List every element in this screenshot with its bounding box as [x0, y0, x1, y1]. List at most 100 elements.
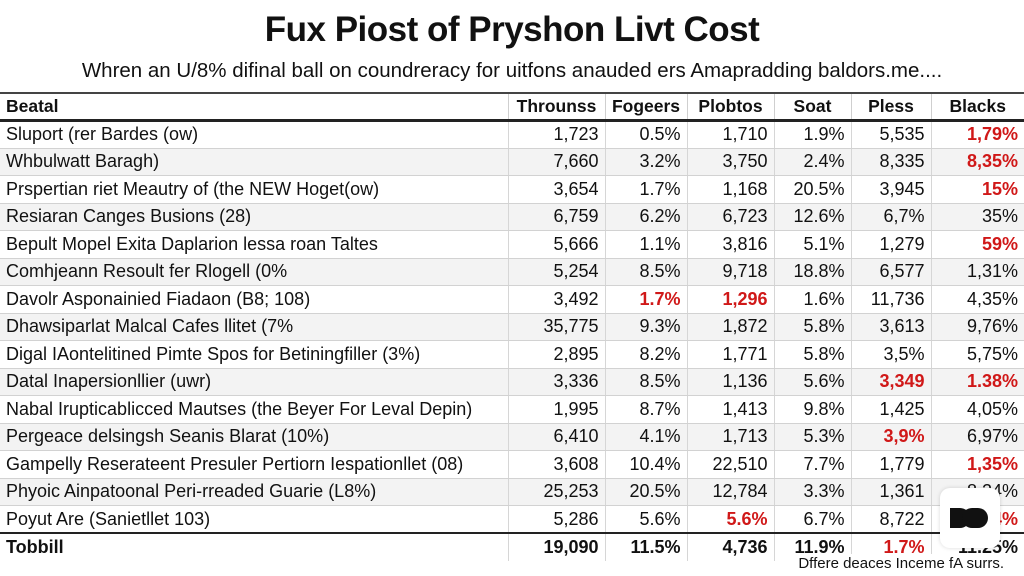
table-cell: 5,666	[507, 230, 605, 259]
row-label: Whbulwatt Baragh)	[0, 148, 508, 176]
table-cell: 8,722	[850, 505, 931, 534]
row-label: Pergeace delsingsh Seanis Blarat (10%)	[0, 423, 508, 451]
table-row: Pergeace delsingsh Seanis Blarat (10%) 6,…	[0, 423, 1024, 451]
table-cell: 8.5%	[604, 368, 687, 396]
table-cell: 18.8%	[773, 258, 851, 286]
table-cell: 3,9%	[850, 423, 931, 451]
row-label: Datal Inapersionllier (uwr)	[0, 368, 508, 396]
table-row: Davolr Asponainied Fiadaon (B8; 108) 3,49…	[0, 285, 1024, 314]
table-cell: 5.6%	[773, 368, 851, 396]
table-row: Gampelly Reserateent Presuler Pertiorn I…	[0, 450, 1024, 479]
table-cell: 15%	[930, 175, 1024, 204]
column-header: Blacks	[930, 92, 1024, 122]
table-cell: 12.6%	[773, 203, 851, 231]
table-cell: 6,410	[507, 423, 605, 451]
table-cell: 6,723	[686, 203, 774, 231]
table-row: Whbulwatt Baragh) 7,660 3.2% 3,750 2.4% 8,335…	[0, 148, 1024, 176]
table-cell: 8,35%	[930, 148, 1024, 176]
column-header: Soat	[773, 92, 851, 122]
row-label: Nabal Irupticablicced Mautses (the Beyer…	[0, 395, 508, 424]
table-body: Sluport (rer Bardes (ow) 1,723 0.5% 1,710 1.…	[0, 120, 1024, 561]
row-label: Comhjeann Resoult fer Rlogell (0%	[0, 258, 508, 286]
table-cell: 11,736	[850, 285, 931, 314]
table-row: Nabal Irupticablicced Mautses (the Beyer…	[0, 395, 1024, 424]
table-cell: 35,775	[507, 313, 605, 341]
table-cell: 4,736	[686, 532, 774, 561]
table-cell: 1,79%	[930, 120, 1024, 149]
table-row: Dhawsiparlat Malcal Cafes llitet (7% 35,7…	[0, 313, 1024, 341]
table-cell: 1,296	[686, 285, 774, 314]
table-cell: 3,945	[850, 175, 931, 204]
table-cell: 20.5%	[604, 478, 687, 506]
table-cell: 1,710	[686, 120, 774, 149]
table-row: Digal IAontelitined Pimte Spos for Betin…	[0, 340, 1024, 369]
table-cell: 1.7%	[604, 175, 687, 204]
row-label: Gampelly Reserateent Presuler Pertiorn I…	[0, 450, 508, 479]
table-cell: 4.1%	[604, 423, 687, 451]
table-row: Sluport (rer Bardes (ow) 1,723 0.5% 1,710 1.…	[0, 120, 1024, 149]
table-cell: 12,784	[686, 478, 774, 506]
table-cell: 1.9%	[773, 120, 851, 149]
table-cell: 3.2%	[604, 148, 687, 176]
table-cell: 8.2%	[604, 340, 687, 369]
table-cell: 7,660	[507, 148, 605, 176]
row-label: Dhawsiparlat Malcal Cafes llitet (7%	[0, 313, 508, 341]
table-cell: 5,286	[507, 505, 605, 534]
table-cell: 3,336	[507, 368, 605, 396]
table-cell: 4,05%	[930, 395, 1024, 424]
table-row: Bepult Mopel Exita Daplarion lessa roan …	[0, 230, 1024, 259]
table-cell: 5.8%	[773, 340, 851, 369]
table-cell: 3,608	[507, 450, 605, 479]
table-row: Datal Inapersionllier (uwr) 3,336 8.5% 1,13…	[0, 368, 1024, 396]
table-cell: 1,279	[850, 230, 931, 259]
table-cell: 8.5%	[604, 258, 687, 286]
table-row: Poyut Are (Sanietllet 103) 5,286 5.6% 5.6% 6…	[0, 505, 1024, 534]
table-cell: 5,254	[507, 258, 605, 286]
corner-badge-icon	[940, 488, 1000, 548]
footnote: Dffere deaces Inceme fA surrs.	[794, 554, 1008, 574]
table-cell: 6,7%	[850, 203, 931, 231]
table-cell: 1,168	[686, 175, 774, 204]
row-label: Sluport (rer Bardes (ow)	[0, 120, 508, 149]
table-cell: 3,750	[686, 148, 774, 176]
table-row: Prspertian riet Meautry of (the NEW Hoge…	[0, 175, 1024, 204]
table-cell: 25,253	[507, 478, 605, 506]
table-cell: 9,76%	[930, 313, 1024, 341]
table-cell: 3,5%	[850, 340, 931, 369]
row-label: Bepult Mopel Exita Daplarion lessa roan …	[0, 230, 508, 259]
data-table: Beatal Throunss Fogeers Plobtos Soat Pless Bla…	[0, 92, 1024, 561]
table-cell: 1,713	[686, 423, 774, 451]
table-cell: 22,510	[686, 450, 774, 479]
table-cell: 6.7%	[773, 505, 851, 534]
table-cell: 8.7%	[604, 395, 687, 424]
column-header: Fogeers	[604, 92, 687, 122]
table-cell: 3,613	[850, 313, 931, 341]
table-cell: 2,895	[507, 340, 605, 369]
table-cell: 11.5%	[604, 532, 687, 561]
table-cell: 1.7%	[604, 285, 687, 314]
table-cell: 9,718	[686, 258, 774, 286]
column-header: Beatal	[0, 92, 508, 122]
table-cell: 1,35%	[930, 450, 1024, 479]
table-cell: 59%	[930, 230, 1024, 259]
table-cell: 3,816	[686, 230, 774, 259]
table-cell: 3,654	[507, 175, 605, 204]
table-cell: 1,413	[686, 395, 774, 424]
table-cell: 5.6%	[604, 505, 687, 534]
table-cell: 0.5%	[604, 120, 687, 149]
row-label: Digal IAontelitined Pimte Spos for Betin…	[0, 340, 508, 369]
column-header: Throunss	[507, 92, 605, 122]
table-cell: 1.6%	[773, 285, 851, 314]
table-row: Phyoic Ainpatoonal Peri-rreaded Guarie (…	[0, 478, 1024, 506]
table-cell: 7.7%	[773, 450, 851, 479]
column-header: Plobtos	[686, 92, 774, 122]
table-cell: 1,872	[686, 313, 774, 341]
table-cell: 1,771	[686, 340, 774, 369]
row-label: Prspertian riet Meautry of (the NEW Hoge…	[0, 175, 508, 204]
table-cell: 1.38%	[930, 368, 1024, 396]
table-cell: 1,723	[507, 120, 605, 149]
table-cell: 9.3%	[604, 313, 687, 341]
table-cell: 3,492	[507, 285, 605, 314]
table-cell: 10.4%	[604, 450, 687, 479]
